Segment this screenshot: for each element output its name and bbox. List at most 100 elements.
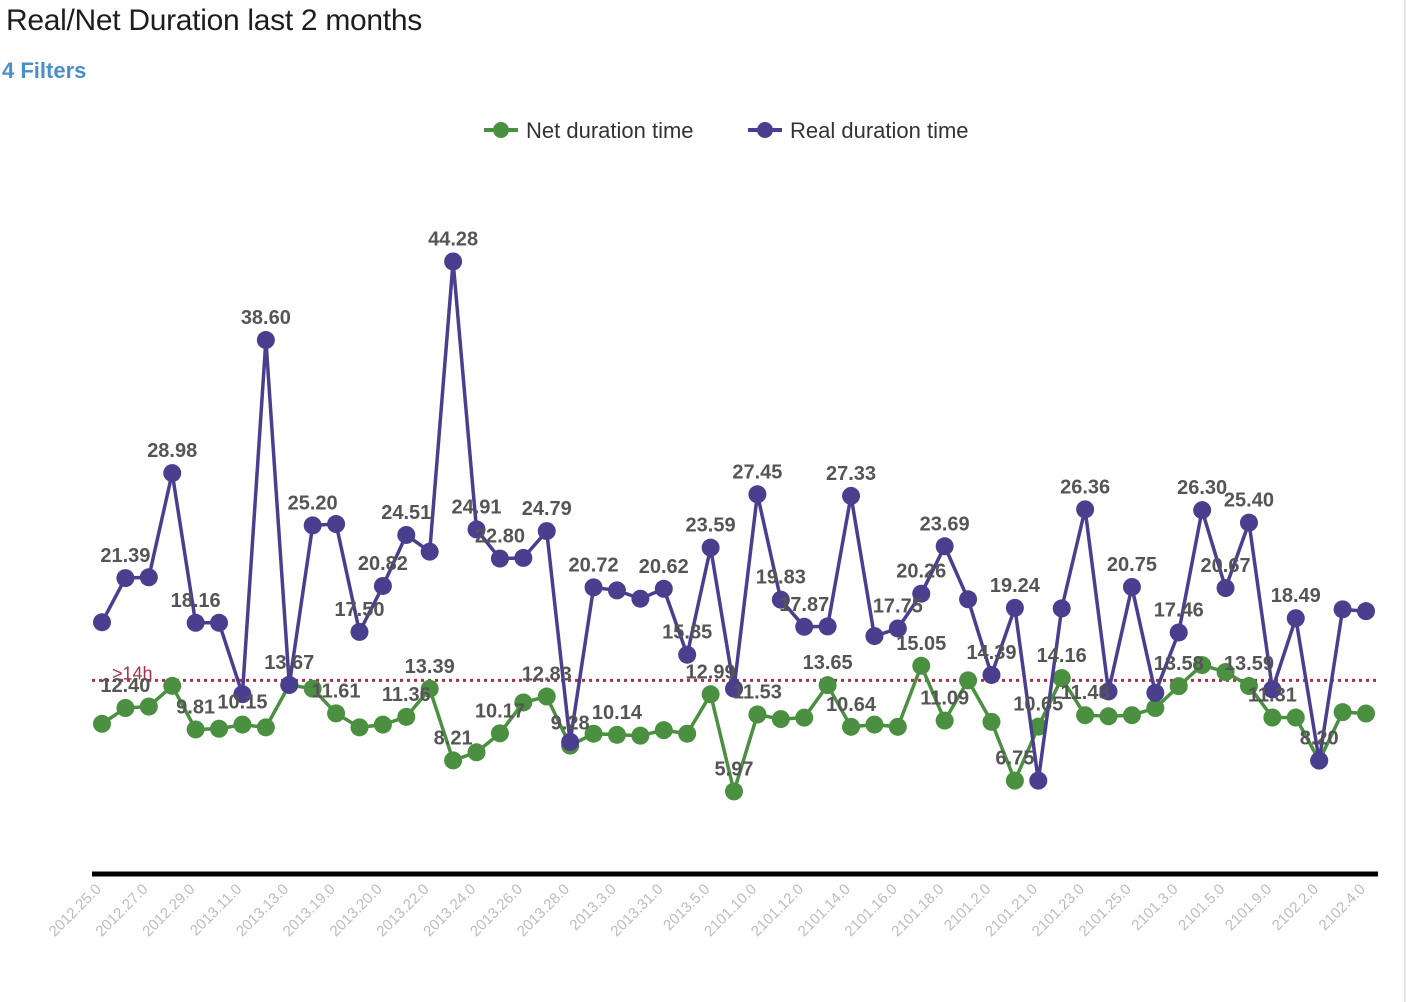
real-duration-time-point[interactable] bbox=[912, 584, 931, 603]
net-duration-time-point[interactable] bbox=[1239, 677, 1258, 696]
real-duration-time-point[interactable] bbox=[444, 252, 463, 271]
net-duration-time-point[interactable] bbox=[1333, 703, 1352, 722]
net-duration-time-point[interactable] bbox=[771, 710, 790, 729]
real-duration-time-point[interactable] bbox=[1122, 577, 1141, 596]
filters-link[interactable]: 4 Filters bbox=[2, 58, 87, 83]
real-duration-time-point[interactable] bbox=[373, 576, 392, 595]
real-duration-time-point[interactable] bbox=[725, 679, 743, 698]
net-duration-time-point[interactable] bbox=[1357, 704, 1375, 723]
net-duration-time-point[interactable] bbox=[1286, 708, 1305, 727]
net-duration-time-point[interactable] bbox=[748, 705, 767, 724]
real-duration-time-point[interactable] bbox=[701, 538, 720, 557]
real-duration-time-point[interactable] bbox=[982, 665, 1001, 684]
legend-item-net-duration-time[interactable]: Net duration time bbox=[484, 118, 694, 143]
real-duration-time-point[interactable] bbox=[818, 617, 837, 636]
net-duration-time-point[interactable] bbox=[186, 720, 205, 739]
real-duration-time-point[interactable] bbox=[1169, 623, 1188, 642]
real-duration-time-point[interactable] bbox=[1286, 609, 1305, 628]
net-duration-time-point[interactable] bbox=[303, 679, 322, 698]
net-duration-time-point[interactable] bbox=[795, 708, 814, 727]
real-duration-time-point[interactable] bbox=[795, 617, 814, 636]
real-duration-time-point[interactable] bbox=[537, 522, 556, 541]
net-duration-time-point[interactable] bbox=[467, 743, 486, 762]
legend-item-real-duration-time[interactable]: Real duration time bbox=[748, 118, 969, 143]
real-duration-time-point[interactable] bbox=[280, 675, 299, 694]
real-duration-time-point[interactable] bbox=[631, 589, 650, 608]
real-duration-time-point[interactable] bbox=[514, 548, 533, 567]
real-duration-time-point[interactable] bbox=[561, 732, 580, 751]
real-duration-time-point[interactable] bbox=[420, 542, 439, 561]
real-duration-time-point[interactable] bbox=[1193, 501, 1212, 520]
net-duration-time-point[interactable] bbox=[982, 712, 1001, 731]
real-duration-time-point[interactable] bbox=[678, 645, 697, 664]
real-duration-time-point[interactable] bbox=[116, 569, 135, 588]
net-duration-time-point[interactable] bbox=[116, 699, 135, 717]
net-duration-time-point[interactable] bbox=[1076, 706, 1095, 725]
real-duration-time-point[interactable] bbox=[888, 619, 907, 638]
net-duration-time-point[interactable] bbox=[725, 782, 743, 801]
real-duration-time-point[interactable] bbox=[350, 622, 369, 641]
net-duration-time-point[interactable] bbox=[959, 671, 978, 690]
net-duration-time-point[interactable] bbox=[537, 687, 556, 706]
net-duration-time-point[interactable] bbox=[584, 724, 603, 743]
real-duration-time-point[interactable] bbox=[186, 613, 205, 632]
net-duration-time-point[interactable] bbox=[490, 724, 509, 743]
net-duration-time-point[interactable] bbox=[818, 676, 837, 695]
real-duration-time-point[interactable] bbox=[210, 613, 229, 632]
net-duration-time-point[interactable] bbox=[1029, 717, 1048, 736]
net-duration-time-point[interactable] bbox=[888, 717, 907, 736]
net-duration-time-point[interactable] bbox=[350, 718, 369, 737]
real-duration-time-point[interactable] bbox=[1357, 602, 1375, 621]
net-duration-time-point[interactable] bbox=[514, 693, 533, 712]
net-duration-time-point[interactable] bbox=[420, 679, 439, 698]
real-duration-time-point[interactable] bbox=[607, 581, 626, 600]
net-duration-time-point[interactable] bbox=[701, 685, 720, 704]
real-duration-time-point[interactable] bbox=[748, 485, 767, 504]
real-duration-time-point[interactable] bbox=[1333, 600, 1352, 619]
real-duration-time-point[interactable] bbox=[1052, 599, 1071, 618]
real-duration-time-point[interactable] bbox=[163, 464, 182, 483]
net-duration-time-point[interactable] bbox=[631, 726, 650, 745]
net-duration-time-point[interactable] bbox=[1263, 708, 1282, 727]
real-duration-time-point[interactable] bbox=[467, 520, 486, 539]
net-duration-time-point[interactable] bbox=[1169, 677, 1188, 696]
net-duration-time-point[interactable] bbox=[842, 717, 861, 736]
real-duration-time-point[interactable] bbox=[771, 590, 790, 609]
real-duration-time-point[interactable] bbox=[1263, 680, 1282, 699]
net-duration-time-point[interactable] bbox=[1193, 656, 1212, 675]
net-duration-time-point[interactable] bbox=[210, 719, 229, 738]
real-duration-time-point[interactable] bbox=[139, 568, 158, 587]
real-duration-time-point[interactable] bbox=[842, 486, 861, 505]
real-duration-time-point[interactable] bbox=[1310, 751, 1329, 770]
net-duration-time-point[interactable] bbox=[912, 656, 931, 675]
real-duration-time-point[interactable] bbox=[303, 516, 322, 535]
real-duration-time-point[interactable] bbox=[490, 549, 509, 568]
real-duration-time-point[interactable] bbox=[1146, 683, 1165, 702]
real-duration-time-point[interactable] bbox=[397, 525, 416, 544]
net-duration-time-point[interactable] bbox=[397, 707, 416, 726]
net-duration-time-point[interactable] bbox=[256, 718, 275, 737]
net-duration-time-point[interactable] bbox=[678, 724, 697, 743]
net-duration-time-point[interactable] bbox=[1099, 707, 1118, 726]
net-duration-time-point[interactable] bbox=[1052, 669, 1071, 688]
net-duration-time-point[interactable] bbox=[163, 676, 182, 695]
real-duration-time-point[interactable] bbox=[865, 627, 884, 646]
net-duration-time-point[interactable] bbox=[865, 715, 884, 734]
real-duration-time-point[interactable] bbox=[1239, 513, 1258, 532]
real-duration-time-point[interactable] bbox=[93, 613, 111, 632]
net-duration-time-point[interactable] bbox=[1216, 663, 1235, 682]
real-duration-time-point[interactable] bbox=[327, 515, 346, 534]
net-duration-time-point[interactable] bbox=[327, 704, 346, 723]
real-duration-time-point[interactable] bbox=[1216, 579, 1235, 598]
net-duration-time-point[interactable] bbox=[139, 697, 158, 716]
real-duration-time-point[interactable] bbox=[233, 685, 252, 704]
net-duration-time-point[interactable] bbox=[233, 715, 252, 734]
net-duration-time-point[interactable] bbox=[444, 751, 463, 770]
real-duration-time-point[interactable] bbox=[959, 590, 978, 609]
real-duration-time-point[interactable] bbox=[256, 331, 275, 350]
real-duration-time-point[interactable] bbox=[654, 579, 673, 598]
net-duration-time-point[interactable] bbox=[607, 725, 626, 744]
net-duration-time-point[interactable] bbox=[93, 714, 111, 733]
net-duration-time-point[interactable] bbox=[373, 715, 392, 734]
net-duration-time-point[interactable] bbox=[654, 721, 673, 740]
